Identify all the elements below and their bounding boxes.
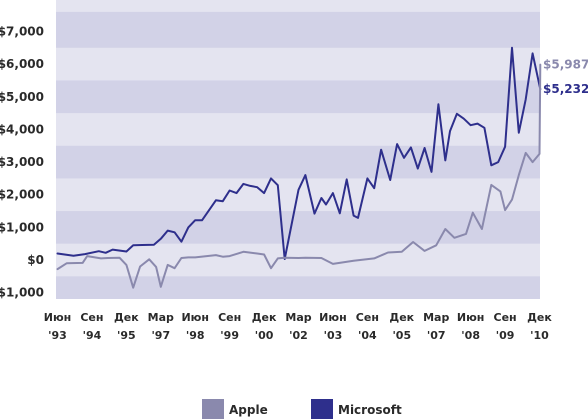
legend: Apple Microsoft bbox=[202, 399, 402, 419]
x-tick-year-label: '94 bbox=[83, 329, 102, 342]
x-tick-year-label: '03 bbox=[324, 329, 343, 342]
grid-band bbox=[56, 276, 540, 299]
y-tick-label: $6,000 bbox=[0, 57, 44, 71]
series-line-microsoft bbox=[56, 46, 542, 260]
x-tick-year-label: '95 bbox=[117, 329, 136, 342]
x-tick-year-label: '02 bbox=[289, 329, 308, 342]
x-tick-month-label: Мар bbox=[423, 311, 449, 324]
series-line-apple bbox=[56, 63, 542, 289]
end-label-microsoft: $5,232 bbox=[543, 82, 588, 96]
grid-band bbox=[56, 211, 540, 244]
x-tick-year-label: '08 bbox=[461, 329, 480, 342]
x-tick-year-label: '98 bbox=[186, 329, 205, 342]
x-tick-month-label: Июн bbox=[181, 311, 209, 324]
x-tick-month-label: Сен bbox=[356, 311, 379, 324]
x-tick-year-label: '97 bbox=[151, 329, 170, 342]
series-lines bbox=[56, 46, 542, 289]
x-axis-ticks: Июн '93 Сен '94 Дек '95 Мар '97 Июн '98 Сен '99 Дек '… bbox=[44, 311, 553, 342]
x-tick-month-label: Дек bbox=[527, 311, 552, 324]
x-tick-year-label: '05 bbox=[392, 329, 411, 342]
x-tick-month-label: Мар bbox=[285, 311, 311, 324]
y-tick-label: $3,000 bbox=[0, 155, 44, 169]
series-end-labels: $5,232 $5,987 bbox=[543, 58, 588, 97]
y-tick-label: $4,000 bbox=[0, 122, 44, 136]
y-axis-ticks: $7,000 $6,000 $5,000 $4,000 $3,000 $2,000 $1,0… bbox=[0, 25, 44, 300]
x-tick-month-label: Мар bbox=[148, 311, 174, 324]
y-tick-label: $7,000 bbox=[0, 25, 44, 39]
grid-bands bbox=[56, 0, 540, 299]
x-tick-year-label: '09 bbox=[496, 329, 515, 342]
x-tick-year-label: '00 bbox=[255, 329, 274, 342]
x-tick-month-label: Июн bbox=[457, 311, 485, 324]
x-tick-year-label: '04 bbox=[358, 329, 377, 342]
legend-label-microsoft: Microsoft bbox=[338, 403, 402, 417]
y-tick-label: $1,000 bbox=[0, 220, 44, 234]
x-tick-month-label: Сен bbox=[218, 311, 241, 324]
x-tick-month-label: Дек bbox=[252, 311, 277, 324]
x-tick-year-label: '07 bbox=[427, 329, 446, 342]
x-tick-month-label: Сен bbox=[80, 311, 103, 324]
grid-band bbox=[56, 80, 540, 114]
x-tick-year-label: '10 bbox=[530, 329, 549, 342]
x-tick-year-label: '93 bbox=[48, 329, 67, 342]
legend-swatch-apple bbox=[202, 399, 224, 419]
grid-band bbox=[56, 145, 540, 179]
y-tick-label: $2,000 bbox=[0, 188, 44, 202]
legend-swatch-microsoft bbox=[311, 399, 333, 419]
legend-label-apple: Apple bbox=[229, 403, 268, 417]
x-tick-month-label: Дек bbox=[114, 311, 139, 324]
y-tick-label: $5,000 bbox=[0, 90, 44, 104]
x-tick-year-label: '99 bbox=[220, 329, 239, 342]
grid-band bbox=[56, 11, 540, 48]
x-tick-month-label: Сен bbox=[494, 311, 517, 324]
end-label-apple: $5,987 bbox=[543, 58, 588, 72]
x-tick-month-label: Дек bbox=[389, 311, 414, 324]
y-tick-label: $0 bbox=[27, 253, 44, 267]
x-tick-month-label: Июн bbox=[319, 311, 347, 324]
x-tick-month-label: Июн bbox=[44, 311, 72, 324]
y-tick-label: -$1,000 bbox=[0, 286, 44, 300]
